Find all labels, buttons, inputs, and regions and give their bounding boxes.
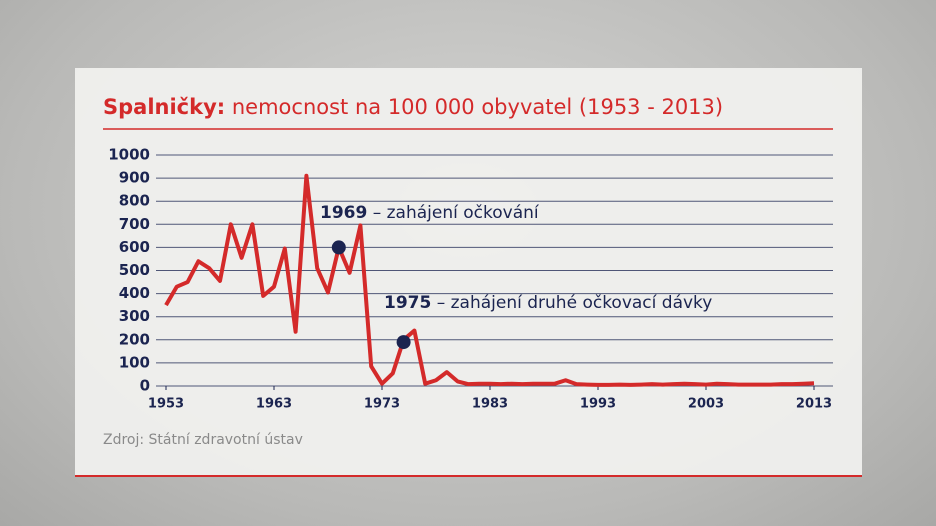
annotation-year: 1969	[320, 203, 367, 223]
title-lead: Spalničky:	[103, 95, 225, 119]
x-tick-label: 1973	[364, 397, 400, 412]
source: Zdroj: Státní zdravotní ústav	[103, 432, 303, 448]
x-tick-label: 1993	[580, 397, 616, 412]
x-tick-label: 1983	[472, 397, 508, 412]
title-rest: nemocnost na 100 000 obyvatel (1953 - 20…	[232, 95, 723, 119]
y-tick-label: 600	[119, 238, 150, 256]
y-tick-label: 0	[140, 377, 150, 395]
annotation-text: – zahájení druhé očkovací dávky	[437, 293, 713, 313]
annotation: 1975 – zahájení druhé očkovací dávky	[384, 293, 712, 313]
y-tick-label: 300	[119, 307, 150, 325]
y-tick-label: 900	[119, 169, 150, 187]
annotation-text: – zahájení očkování	[373, 203, 540, 223]
x-tick-label: 1963	[256, 397, 292, 412]
x-tick-label: 1953	[148, 397, 184, 412]
y-tick-label: 800	[119, 192, 150, 210]
x-tick-label: 2013	[796, 397, 832, 412]
y-tick-label: 100	[119, 353, 150, 371]
y-tick-label: 200	[119, 330, 150, 348]
y-tick-label: 400	[119, 284, 150, 302]
x-tick-label: 2003	[688, 397, 724, 412]
panel	[75, 68, 862, 476]
y-tick-label: 500	[119, 261, 150, 279]
annotation-marker	[331, 240, 346, 255]
chart-title: Spalničky: nemocnost na 100 000 obyvatel…	[103, 95, 723, 119]
y-tick-label: 700	[119, 215, 150, 233]
data-line	[164, 173, 815, 387]
annotation-year: 1975	[384, 293, 431, 313]
annotation-marker	[396, 335, 411, 350]
annotation: 1969 – zahájení očkování	[320, 203, 540, 223]
y-tick-label: 1000	[108, 146, 150, 164]
